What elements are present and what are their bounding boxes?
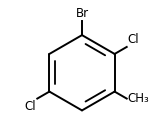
Text: Br: Br (75, 7, 89, 20)
Text: CH₃: CH₃ (128, 92, 150, 105)
Text: Cl: Cl (128, 33, 139, 46)
Text: Cl: Cl (25, 100, 36, 113)
